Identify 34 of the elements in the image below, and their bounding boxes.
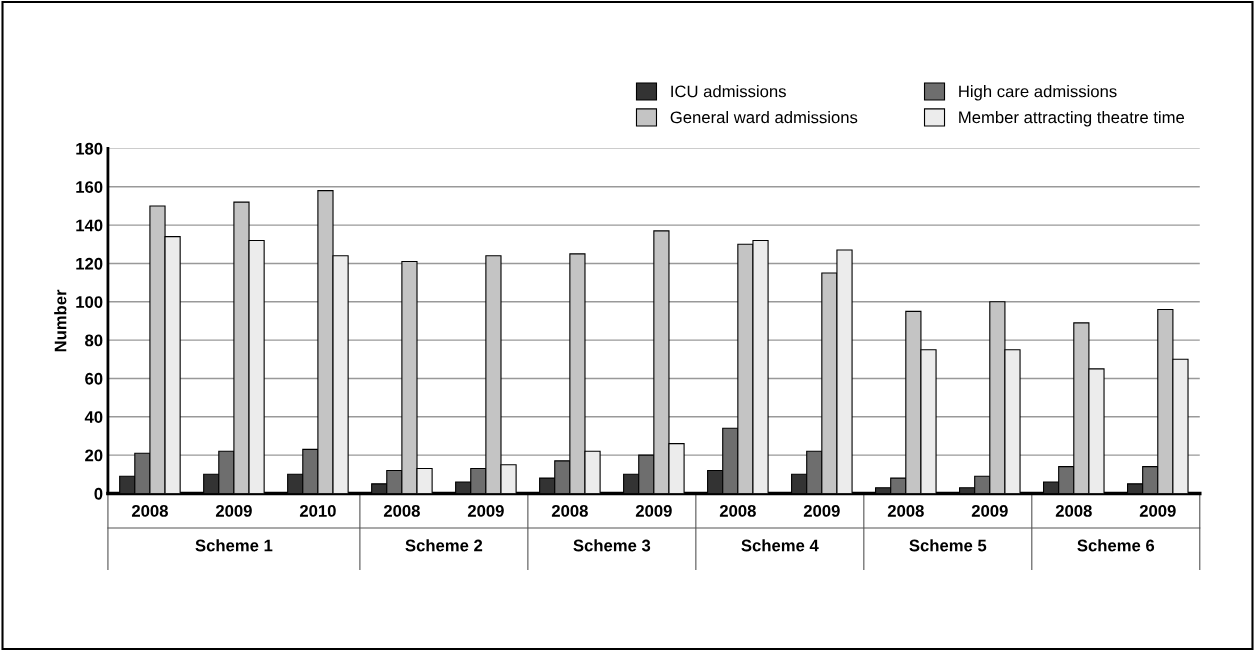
x-tick-label: 2008: [1055, 505, 1092, 517]
y-tick-label: 180: [76, 142, 103, 155]
text: Scheme 5: [909, 539, 987, 552]
legend-label: Member attracting theatre time: [959, 110, 1185, 127]
text: Scheme 1: [195, 539, 273, 552]
y-tick-label: 0: [94, 487, 103, 500]
y-tick-label: 80: [85, 334, 103, 347]
x-tick-label: 2009: [971, 505, 1008, 517]
text: Scheme 6: [1077, 539, 1155, 552]
x-tick-label: 2008: [131, 505, 168, 517]
x-tick-label: 2009: [1139, 505, 1176, 517]
y-tick-label: 140: [76, 219, 103, 232]
x-tick-label: 2009: [215, 505, 252, 517]
x-tick-label: 2009: [803, 505, 840, 517]
x-tick-label: 2008: [383, 505, 420, 517]
y-tick-label: 60: [85, 372, 103, 385]
x-tick-label: 2008: [887, 505, 924, 517]
text: Scheme 2: [405, 539, 483, 552]
y-tick-label: 100: [76, 296, 103, 308]
legend-label: General ward admissions: [670, 110, 858, 124]
x-tick-label: 2008: [551, 505, 588, 517]
text: Scheme 4: [741, 539, 819, 552]
y-tick-label: 40: [84, 411, 103, 423]
y-tick-label: 20: [85, 449, 103, 462]
y-tick-label: 160: [76, 181, 103, 193]
x-tick-label: 2010: [299, 505, 336, 517]
x-tick-label: 2009: [635, 505, 672, 517]
y-axis-title: Number: [54, 289, 67, 352]
y-tick-label: 120: [76, 257, 103, 270]
legend-label: ICU admissions: [671, 85, 786, 98]
text: Scheme 3: [573, 539, 651, 552]
x-tick-label: 2009: [467, 505, 504, 517]
legend-label: High care admissions: [959, 85, 1117, 101]
x-tick-label: 2008: [719, 505, 756, 517]
